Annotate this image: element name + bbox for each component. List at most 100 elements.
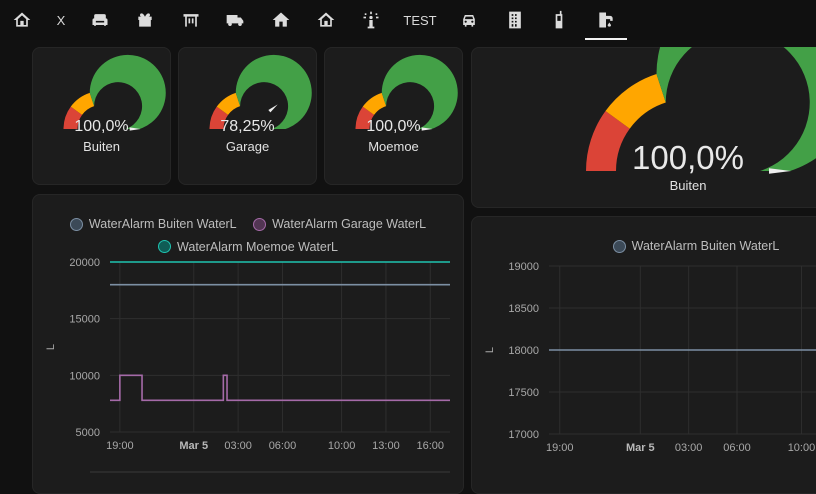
legend-label: WaterAlarm Buiten WaterL bbox=[88, 217, 237, 231]
gauge-card-moemoe[interactable]: 100,0% Moemoe bbox=[324, 47, 463, 185]
legend-swatch bbox=[253, 217, 267, 231]
gift-icon bbox=[138, 13, 152, 27]
gauge-segment-yellow bbox=[362, 92, 387, 115]
tab-sprinkler[interactable] bbox=[358, 0, 384, 40]
tab-phone[interactable] bbox=[546, 0, 572, 40]
cellphone-icon bbox=[555, 10, 563, 29]
tab-car[interactable] bbox=[456, 0, 482, 40]
legend-swatch bbox=[69, 217, 83, 231]
tab-x-label: X bbox=[56, 12, 66, 28]
gauge-value: 100,0% bbox=[74, 118, 128, 135]
tab-house[interactable] bbox=[268, 0, 294, 40]
y-tick-label: 20000 bbox=[69, 257, 100, 269]
gauge-value: 100,0% bbox=[632, 139, 744, 176]
legend-item-buiten[interactable]: WaterAlarm Buiten WaterL bbox=[69, 214, 237, 234]
chart-legend: WaterAlarm Buiten WaterL WaterAlarm Gara… bbox=[32, 214, 464, 259]
chart-legend: WaterAlarm Buiten WaterL bbox=[471, 236, 816, 259]
gauge-label: Buiten bbox=[669, 178, 707, 193]
gauge-value: 100,0% bbox=[366, 118, 420, 135]
gauge-segment-green bbox=[656, 47, 816, 171]
active-tab-indicator bbox=[585, 38, 627, 40]
x-tick-label: 03:00 bbox=[224, 440, 252, 452]
gauge-segment-green bbox=[89, 54, 166, 129]
x-tick-label: 19:00 bbox=[546, 442, 574, 454]
x-tick-label: 10:00 bbox=[788, 442, 816, 454]
y-tick-label: 17500 bbox=[508, 387, 539, 399]
y-tick-label: 15000 bbox=[69, 314, 100, 326]
gauge-needle bbox=[129, 127, 141, 131]
gauge-segment-yellow bbox=[605, 73, 666, 129]
home-outline-icon bbox=[317, 12, 335, 27]
gauge-moemoe: 100,0% bbox=[355, 54, 458, 135]
legend-swatch bbox=[158, 240, 172, 253]
gauge-segment-green bbox=[235, 54, 312, 129]
gauge-segment-green bbox=[381, 54, 458, 129]
gauge-segment-yellow bbox=[216, 92, 241, 115]
gauge-card-buiten[interactable]: 100,0% Buiten bbox=[32, 47, 171, 185]
gauge-card-buiten-large[interactable]: 100,0% Buiten bbox=[471, 47, 816, 208]
gauge-needle bbox=[769, 168, 791, 174]
car-icon bbox=[463, 15, 475, 27]
line-chart-1: 19:00 Mar 5 03:00 06:00 10:00 13:00 16:00 20000… bbox=[45, 257, 450, 473]
y-axis-label: L bbox=[45, 344, 57, 350]
tab-water-pump[interactable] bbox=[585, 0, 627, 40]
tab-gate[interactable] bbox=[178, 0, 204, 40]
water-pump-icon bbox=[599, 12, 613, 28]
tab-building[interactable] bbox=[502, 0, 528, 40]
x-tick-label: 10:00 bbox=[328, 440, 356, 452]
series-line bbox=[110, 374, 450, 402]
legend-label: WaterAlarm Moemoe WaterL bbox=[177, 239, 338, 254]
y-axis-label: L bbox=[484, 347, 496, 353]
rv-truck-icon bbox=[226, 15, 244, 26]
home-outline-icon bbox=[13, 12, 31, 27]
legend-swatch bbox=[612, 239, 626, 253]
x-tick-label: 16:00 bbox=[417, 440, 445, 452]
x-tick-label: 06:00 bbox=[723, 442, 751, 454]
gauge-segment-red bbox=[586, 111, 630, 171]
gauge-label: Moemoe bbox=[368, 139, 419, 154]
gauge-buiten-large: 100,0% bbox=[586, 47, 816, 176]
y-tick-label: 10000 bbox=[69, 370, 100, 382]
x-tick-label: Mar 5 bbox=[626, 442, 655, 454]
gauge-label: Garage bbox=[225, 139, 270, 154]
sprinkler-icon bbox=[363, 11, 379, 29]
legend-item-moemoe[interactable]: WaterAlarm Moemoe WaterL bbox=[158, 237, 338, 257]
legend-item-buiten[interactable]: WaterAlarm Buiten WaterL bbox=[612, 236, 780, 256]
tab-home-outline-2[interactable] bbox=[312, 0, 340, 40]
tab-test-label: TEST bbox=[403, 12, 437, 28]
tab-test[interactable]: TEST bbox=[402, 0, 438, 40]
gauge-needle bbox=[421, 127, 433, 131]
gauge-garage: 78,25% bbox=[209, 54, 312, 135]
tab-x[interactable]: X bbox=[50, 0, 72, 40]
gate-icon bbox=[183, 14, 199, 27]
house-icon bbox=[272, 12, 290, 27]
gauge-needle bbox=[268, 104, 278, 113]
y-tick-label: 18000 bbox=[508, 345, 539, 357]
x-tick-label: 13:00 bbox=[372, 440, 400, 452]
gauge-segment-red bbox=[355, 106, 375, 129]
tab-rv[interactable] bbox=[222, 0, 248, 40]
building-icon bbox=[509, 11, 521, 29]
gauge-card-garage[interactable]: 78,25% Garage bbox=[178, 47, 317, 185]
history-graph-card-1[interactable]: WaterAlarm Buiten WaterL WaterAlarm Gara… bbox=[32, 194, 464, 494]
gauge-label: Buiten bbox=[83, 139, 120, 154]
x-tick-label: Mar 5 bbox=[179, 440, 208, 452]
legend-label: WaterAlarm Buiten WaterL bbox=[631, 239, 780, 253]
x-tick-label: 19:00 bbox=[106, 440, 134, 452]
tab-sofa[interactable] bbox=[86, 0, 114, 40]
x-tick-label: 06:00 bbox=[269, 440, 297, 452]
sofa-icon bbox=[92, 14, 108, 26]
tab-home-outline[interactable] bbox=[8, 0, 36, 40]
top-navigation-bar: X TEST bbox=[0, 0, 816, 40]
history-graph-card-2[interactable]: WaterAlarm Buiten WaterL 19:00 Mar 5 03:00… bbox=[471, 216, 816, 494]
x-tick-label: 03:00 bbox=[675, 442, 703, 454]
legend-item-garage[interactable]: WaterAlarm Garage WaterL bbox=[253, 214, 426, 234]
legend-label: WaterAlarm Garage WaterL bbox=[272, 217, 427, 231]
gauge-buiten: 100,0% bbox=[63, 54, 166, 135]
y-tick-label: 19000 bbox=[508, 261, 539, 273]
tab-gift[interactable] bbox=[132, 0, 158, 40]
y-tick-label: 18500 bbox=[508, 303, 539, 315]
gauge-segment-red bbox=[63, 106, 83, 129]
y-tick-label: 17000 bbox=[508, 429, 539, 441]
